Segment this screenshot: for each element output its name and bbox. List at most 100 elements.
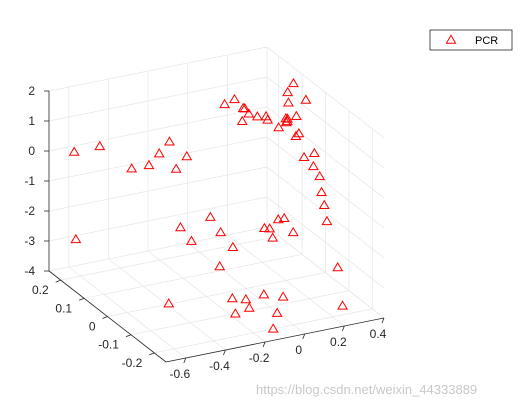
data-point	[185, 235, 197, 245]
y-tick-label: -0.1	[98, 338, 119, 352]
y-tick-label: 0	[89, 320, 96, 334]
data-point	[264, 223, 276, 233]
grid-line	[60, 235, 279, 281]
data-point	[126, 163, 138, 173]
y-tick-mark	[125, 334, 132, 338]
x-tick-label: -0.4	[209, 359, 230, 373]
grid-line	[48, 76, 268, 122]
x-tick-mark	[262, 341, 266, 348]
data-point	[287, 226, 299, 237]
x-tick-mark	[302, 333, 306, 340]
data-point	[277, 291, 289, 301]
data-point	[267, 323, 279, 333]
data-point	[219, 98, 231, 109]
data-point	[271, 307, 283, 317]
data-point	[282, 113, 293, 123]
data-point	[318, 199, 330, 210]
legend-entry-pcr: PCR	[475, 35, 498, 47]
data-point	[273, 121, 285, 132]
x-axis-line	[165, 317, 385, 363]
grid-line	[48, 226, 268, 272]
grid-line	[154, 308, 373, 354]
x-tick-label: 0	[295, 343, 302, 357]
data-point	[287, 77, 299, 88]
legend: PCR	[429, 29, 513, 51]
data-point	[308, 147, 320, 158]
data-point	[278, 212, 290, 223]
data-point	[298, 151, 310, 162]
x-tick-mark	[183, 357, 187, 364]
data-point	[321, 215, 333, 226]
data-point	[314, 170, 326, 181]
axes-layer	[44, 90, 385, 364]
data-point	[251, 111, 263, 121]
data-point	[243, 302, 255, 312]
grid-line	[48, 46, 268, 92]
x-tick-mark	[223, 349, 226, 356]
data-point	[153, 148, 165, 158]
data-point	[337, 300, 349, 310]
data-point	[229, 308, 241, 318]
data-point	[174, 221, 186, 232]
grid-line	[266, 196, 385, 289]
tick-labels: -0.6-0.4-0.200.20.4-0.2-0.100.10.2-4-3-2…	[24, 84, 386, 381]
data-points	[68, 77, 349, 333]
data-point	[236, 115, 248, 126]
data-point	[280, 116, 292, 127]
grid-line	[266, 136, 385, 229]
x-tick-label: 0.2	[330, 335, 347, 349]
z-tick-label: -4	[24, 264, 35, 278]
grid-layer	[48, 46, 385, 359]
x-tick-label: -0.6	[169, 367, 190, 381]
y-tick-label: 0.1	[55, 301, 72, 315]
y-tick-mark	[102, 316, 108, 319]
y-tick-label: 0.2	[32, 283, 49, 297]
legend-marker-triangle	[445, 34, 457, 44]
grid-line	[266, 46, 385, 139]
data-point	[70, 233, 82, 244]
grid-line	[48, 196, 268, 242]
data-point	[226, 292, 238, 303]
data-point	[163, 298, 175, 308]
y-tick-label: -0.2	[122, 356, 143, 370]
legend-box	[429, 29, 513, 51]
data-point	[164, 136, 175, 146]
grid-line	[266, 166, 385, 259]
grid-line	[48, 166, 268, 212]
data-point	[181, 150, 193, 161]
data-point	[204, 211, 216, 221]
data-point	[272, 213, 284, 224]
data-point	[290, 110, 302, 120]
grid-line	[48, 136, 268, 182]
z-tick-label: -1	[24, 174, 35, 188]
z-tick-label: 0	[28, 144, 35, 158]
x-tick-mark	[341, 325, 345, 332]
data-point	[307, 160, 319, 171]
data-point	[239, 103, 251, 113]
y-tick-mark	[149, 352, 155, 356]
data-point	[282, 97, 294, 107]
data-point	[293, 127, 305, 138]
grid-line	[107, 272, 326, 317]
data-point	[290, 130, 302, 140]
z-tick-label: 2	[28, 84, 35, 98]
x-tick-label: -0.2	[249, 351, 270, 365]
watermark-text: https://blog.csdn.net/weixin_44333889	[256, 382, 477, 397]
z-tick-label: -2	[24, 204, 35, 218]
data-point	[300, 94, 312, 104]
z-tick-label: 1	[28, 114, 35, 128]
data-point	[262, 114, 274, 124]
y-tick-mark	[78, 297, 85, 301]
data-point	[94, 140, 106, 151]
data-point	[316, 186, 328, 197]
data-point	[282, 86, 294, 97]
data-point	[170, 163, 182, 173]
data-point	[68, 146, 80, 156]
data-point	[214, 260, 226, 271]
data-point	[258, 289, 270, 299]
grid-line	[266, 76, 385, 169]
z-tick-label: -3	[24, 234, 35, 248]
grid-line	[48, 106, 268, 152]
data-point	[258, 222, 270, 233]
